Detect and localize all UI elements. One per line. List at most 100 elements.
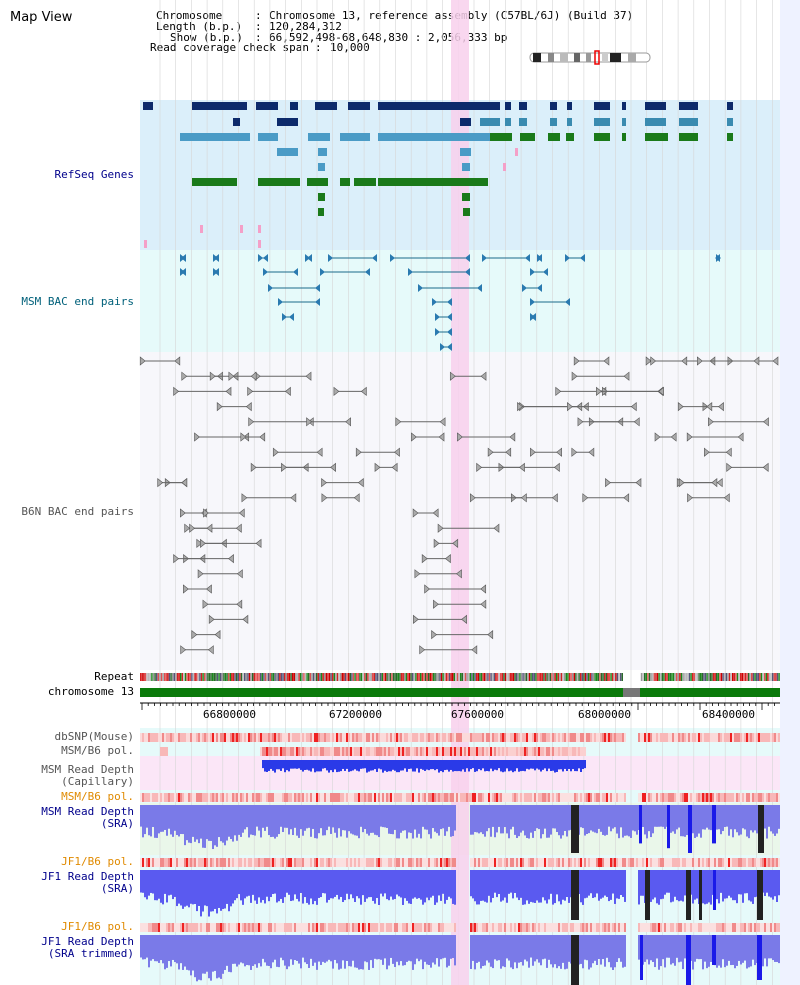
depth-bar — [492, 805, 494, 827]
track-label-jf1-depth-trimmed[interactable]: JF1 Read Depth — [41, 935, 134, 948]
track-label-jf1-b6-pol-2[interactable]: JF1/B6 pol. — [61, 920, 134, 933]
gene-feature — [645, 118, 666, 126]
track-label-msm-depth-capillary[interactable]: MSM Read Depth — [41, 763, 134, 776]
heat-cell — [280, 923, 282, 932]
depth-bar — [586, 805, 588, 834]
heat-cell — [754, 858, 756, 867]
heat-cell — [710, 733, 712, 742]
depth-bar — [614, 805, 616, 828]
depth-bar — [354, 935, 356, 968]
depth-spike — [639, 805, 642, 844]
heat-cell — [750, 733, 752, 742]
depth-bar — [764, 935, 766, 959]
heat-cell — [168, 733, 170, 742]
heat-cell — [556, 733, 558, 742]
heat-cell — [310, 923, 312, 932]
heat-cell — [278, 858, 280, 867]
heat-cell — [664, 733, 666, 742]
depth-bar — [692, 805, 694, 834]
heat-cell — [402, 923, 404, 932]
heat-cell — [388, 858, 390, 867]
heat-cell — [160, 747, 162, 756]
msm-bac-track[interactable] — [180, 254, 721, 351]
depth-bar — [514, 760, 516, 772]
track-label-jf1-b6-pol[interactable]: JF1/B6 pol. — [61, 855, 134, 868]
track-label-b6n-bac[interactable]: B6N BAC end pairs — [21, 505, 134, 518]
repeat-mark — [266, 673, 268, 681]
repeat-mark — [752, 673, 755, 681]
depth-bar — [588, 805, 590, 834]
heat-cell — [318, 923, 320, 932]
track-label-msm-b6-pol-2[interactable]: MSM/B6 pol. — [61, 790, 134, 803]
repeat-mark — [376, 673, 379, 681]
track-label-msm-depth-sra[interactable]: MSM Read Depth — [41, 805, 134, 818]
depth-bar — [548, 805, 550, 838]
heat-cell — [720, 793, 722, 802]
heat-cell — [414, 793, 416, 802]
repeat-mark — [725, 673, 727, 681]
heat-cell — [406, 923, 408, 932]
depth-bar — [394, 870, 396, 899]
heat-cell — [638, 858, 640, 867]
heat-cell — [162, 793, 164, 802]
heat-cell — [504, 747, 506, 756]
heat-cell — [196, 923, 198, 932]
repeat-mark — [773, 673, 775, 681]
repeat-mark — [226, 673, 228, 681]
depth-bar — [234, 805, 236, 836]
heat-cell — [254, 733, 256, 742]
depth-bar — [320, 935, 322, 965]
gene-feature — [505, 102, 511, 110]
heat-cell — [382, 923, 384, 932]
depth-bar — [206, 870, 208, 907]
repeat-mark — [346, 673, 348, 681]
depth-bar — [310, 870, 312, 899]
heat-cell — [620, 858, 622, 867]
heat-cell — [550, 923, 552, 932]
heat-cell — [734, 858, 736, 867]
repeat-mark — [474, 673, 476, 681]
heat-cell — [546, 858, 548, 867]
chromosome-ideogram[interactable] — [529, 50, 651, 65]
bac-end-marker — [191, 629, 198, 640]
heat-cell — [292, 923, 294, 932]
depth-bar — [250, 935, 252, 970]
depth-bar — [562, 935, 564, 963]
track-label-refseq[interactable]: RefSeq Genes — [54, 168, 134, 181]
heat-cell — [566, 733, 568, 742]
depth-bar — [588, 935, 590, 970]
jf1-b6-pol-track-2 — [140, 923, 780, 932]
heat-cell — [736, 793, 738, 802]
heat-cell — [144, 858, 146, 867]
bac-end-marker — [530, 268, 535, 276]
heat-cell — [578, 923, 580, 932]
depth-bar — [302, 760, 304, 772]
depth-bar — [630, 805, 632, 838]
heat-cell — [722, 923, 724, 932]
repeat-mark — [277, 673, 279, 681]
depth-bar — [174, 805, 176, 831]
heat-cell — [328, 747, 330, 756]
heat-cell — [740, 923, 742, 932]
heat-cell — [532, 733, 534, 742]
track-label-jf1-depth-sra[interactable]: JF1 Read Depth — [41, 870, 134, 883]
track-label-dbsnp[interactable]: dbSNP(Mouse) — [54, 730, 134, 743]
heat-cell — [650, 858, 652, 867]
heat-cell — [438, 858, 440, 867]
heat-cell — [678, 733, 680, 742]
heat-cell — [328, 923, 330, 932]
depth-bar — [246, 870, 248, 897]
track-label-msm-bac[interactable]: MSM BAC end pairs — [21, 295, 134, 308]
refseq-genes-track[interactable] — [143, 102, 733, 248]
heat-cell — [162, 923, 164, 932]
heat-cell — [190, 793, 192, 802]
heat-cell — [744, 793, 746, 802]
heat-cell — [616, 733, 618, 742]
depth-bar — [212, 805, 214, 850]
track-label-msm-b6-pol[interactable]: MSM/B6 pol. — [61, 744, 134, 757]
heat-cell — [434, 747, 436, 756]
heat-cell — [658, 793, 660, 802]
b6n-bac-track[interactable] — [139, 356, 779, 655]
repeat-mark — [448, 673, 451, 681]
